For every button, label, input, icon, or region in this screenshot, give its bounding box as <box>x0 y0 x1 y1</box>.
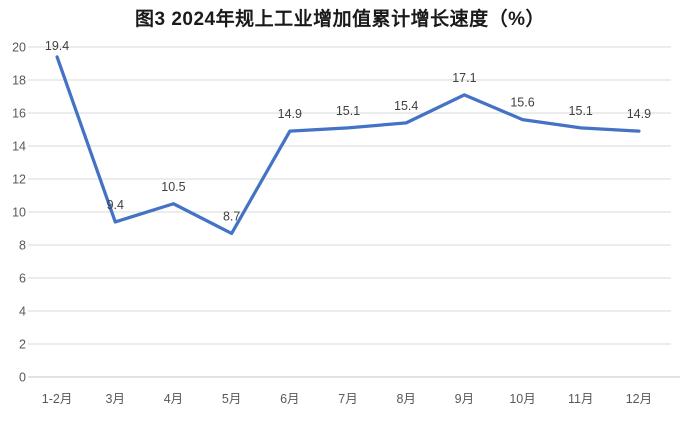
data-label: 15.4 <box>394 99 418 113</box>
y-tick-label: 20 <box>12 41 26 55</box>
x-tick-label: 11月 <box>568 392 593 406</box>
y-tick-label: 4 <box>19 305 26 319</box>
x-tick-label: 9月 <box>455 392 474 406</box>
y-tick-label: 8 <box>19 239 26 253</box>
y-tick-label: 12 <box>12 173 26 187</box>
data-line <box>55 55 641 236</box>
x-tick-label: 7月 <box>338 392 357 406</box>
x-tick-label: 6月 <box>280 392 299 406</box>
data-label: 14.9 <box>278 107 302 121</box>
y-tick-label: 2 <box>19 338 26 352</box>
data-label: 10.5 <box>161 180 185 194</box>
y-tick-label: 10 <box>12 206 26 220</box>
data-label: 15.6 <box>510 96 534 110</box>
x-tick-label: 4月 <box>164 392 183 406</box>
data-label: 9.4 <box>107 198 124 212</box>
x-tick-label: 5月 <box>222 392 241 406</box>
data-label: 15.1 <box>569 104 593 118</box>
x-tick-label: 1-2月 <box>42 392 73 406</box>
data-label: 8.7 <box>223 209 240 223</box>
x-tick-label: 12月 <box>626 392 652 406</box>
y-tick-label: 6 <box>19 272 26 286</box>
y-tick-label: 14 <box>12 140 26 154</box>
x-tick-label: 8月 <box>396 392 415 406</box>
data-label: 14.9 <box>627 107 651 121</box>
data-label: 17.1 <box>452 71 476 85</box>
y-tick-label: 16 <box>12 107 26 121</box>
x-tick-label: 10月 <box>509 392 535 406</box>
data-label: 15.1 <box>336 104 360 118</box>
y-tick-label: 0 <box>19 371 26 385</box>
x-tick-label: 3月 <box>106 392 125 406</box>
chart-title: 图3 2024年规上工业增加值累计增长速度（%） <box>134 9 545 30</box>
y-tick-label: 18 <box>12 74 26 88</box>
data-label: 19.4 <box>45 39 69 53</box>
